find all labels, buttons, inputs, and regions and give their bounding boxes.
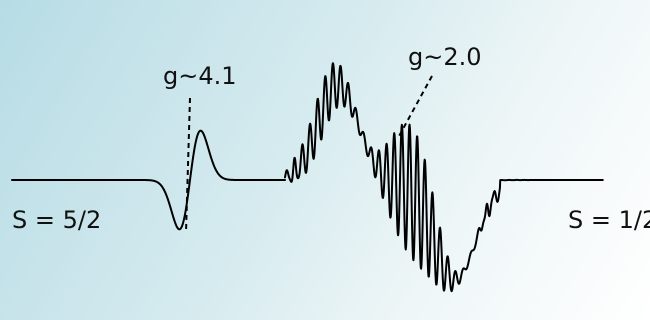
s52-signal-trace [11, 129, 286, 231]
spin-1-2-label: S = 1/2 [568, 206, 650, 234]
spin-5-2-label: S = 5/2 [12, 206, 102, 234]
g-2-0-label: g~2.0 [408, 43, 482, 71]
g20-dashed-marker [397, 75, 433, 139]
s12-signal-trace [284, 62, 604, 293]
g41-dashed-marker [185, 97, 191, 233]
g-4-1-label: g~4.1 [163, 62, 237, 90]
